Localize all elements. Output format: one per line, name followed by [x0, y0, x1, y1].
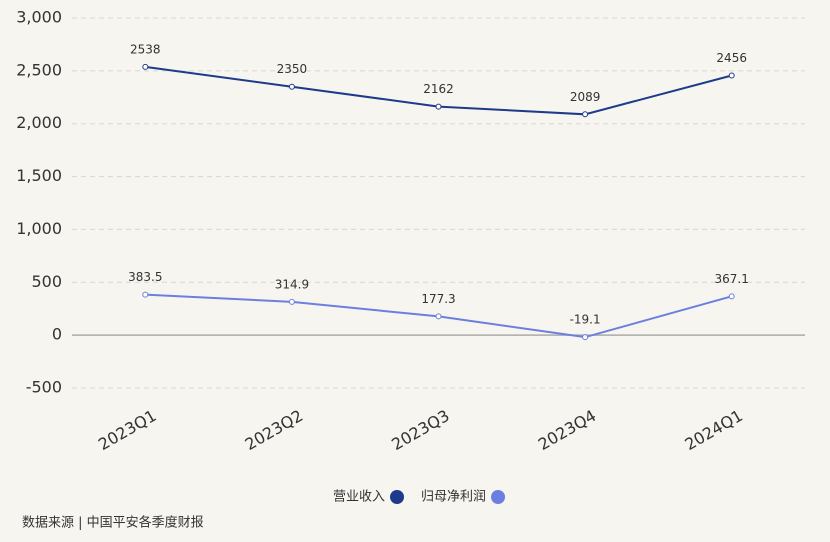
data-point: [728, 293, 735, 300]
data-label: 2350: [277, 62, 308, 76]
y-tick-label: 3,000: [16, 8, 62, 27]
data-point: [288, 83, 295, 90]
data-point: [582, 334, 589, 341]
legend-label: 归母净利润: [421, 490, 486, 505]
data-point: [142, 63, 149, 70]
data-point: [288, 298, 295, 305]
data-label: 177.3: [421, 292, 455, 306]
data-label: 314.9: [275, 277, 309, 291]
y-tick-label: 1,500: [16, 166, 62, 185]
y-tick-label: 0: [52, 325, 62, 344]
data-point: [435, 103, 442, 110]
data-point: [142, 291, 149, 298]
y-tick-label: 1,000: [16, 219, 62, 238]
data-point: [582, 111, 589, 118]
data-point: [435, 313, 442, 320]
legend-marker: [491, 490, 506, 504]
y-tick-label: 500: [31, 272, 62, 291]
y-tick-label: 2,000: [16, 113, 62, 132]
legend-label: 营业收入: [333, 490, 385, 505]
data-label: 367.1: [715, 272, 749, 286]
legend-marker: [390, 490, 405, 504]
data-label: 2456: [716, 51, 747, 65]
data-point: [728, 72, 735, 79]
y-tick-label: -500: [26, 378, 62, 397]
data-label: 2089: [570, 90, 601, 104]
data-label: -19.1: [570, 313, 601, 327]
data-label: 2162: [423, 82, 454, 96]
data-label: 383.5: [128, 270, 162, 284]
data-label: 2538: [130, 42, 161, 56]
y-tick-label: 2,500: [16, 60, 62, 79]
source-note: 数据来源 | 中国平安各季度财报: [22, 515, 204, 531]
